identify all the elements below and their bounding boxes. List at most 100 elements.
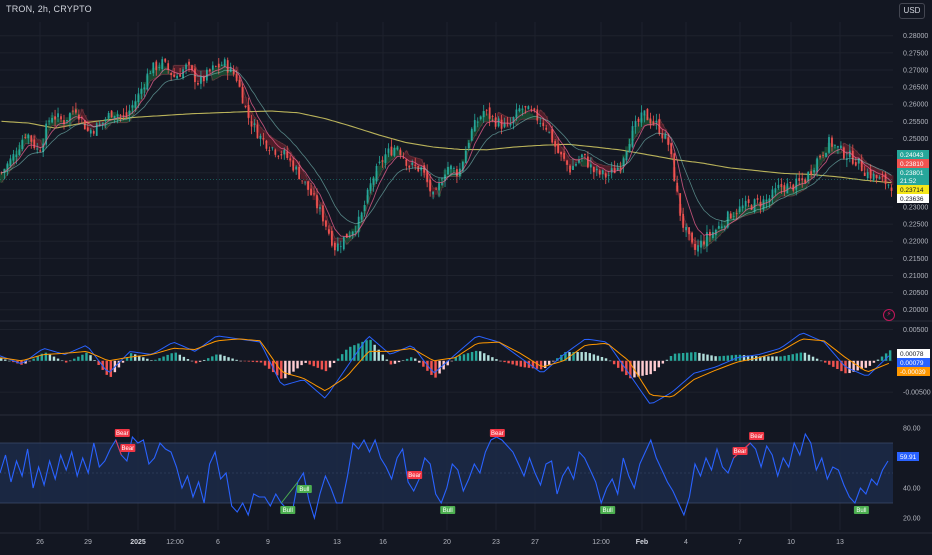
histogram-bar xyxy=(828,361,830,365)
histogram-bar xyxy=(235,360,237,361)
candle-body xyxy=(516,110,518,118)
histogram-bar xyxy=(183,357,185,361)
histogram-bar xyxy=(649,361,651,374)
histogram-bar xyxy=(645,361,647,375)
candle-body xyxy=(498,118,500,126)
y-tick-label: 20.00 xyxy=(903,516,921,523)
currency-button[interactable]: USD xyxy=(899,3,925,19)
histogram-bar xyxy=(382,355,384,361)
candle-body xyxy=(301,180,303,181)
price-label-text: 0.23801 xyxy=(900,170,924,177)
candle-body xyxy=(30,135,32,141)
candle-body xyxy=(522,109,524,110)
candle-body xyxy=(572,166,574,170)
histogram-bar xyxy=(816,359,818,361)
candle-body xyxy=(510,124,512,126)
candle-body xyxy=(620,167,622,168)
candle-body xyxy=(164,59,166,62)
histogram-bar xyxy=(410,357,412,361)
candle-body xyxy=(283,150,285,154)
signal-label-text: Bear xyxy=(408,473,421,479)
histogram-bar xyxy=(329,361,331,368)
histogram-bar xyxy=(284,361,286,378)
candle-body xyxy=(310,189,312,196)
price-label-text: 0.23810 xyxy=(900,161,924,168)
candle-body xyxy=(504,123,506,127)
histogram-bar xyxy=(812,357,814,361)
histogram-bar xyxy=(57,359,59,361)
candle-body xyxy=(647,109,649,120)
candle-body xyxy=(810,171,812,174)
candle-body xyxy=(679,193,681,216)
candle-body xyxy=(364,205,366,211)
candle-body xyxy=(569,166,571,173)
candle-body xyxy=(411,163,413,165)
histogram-bar xyxy=(300,361,302,365)
candle-body xyxy=(188,62,190,65)
histogram-bar xyxy=(881,357,883,361)
y-tick-label: 0.22000 xyxy=(903,239,928,246)
histogram-bar xyxy=(418,361,420,363)
histogram-bar xyxy=(641,361,643,376)
candle-body xyxy=(766,200,768,202)
y-tick-label: 0.22500 xyxy=(903,222,928,229)
cloud-segment xyxy=(890,175,893,185)
histogram-bar xyxy=(134,354,136,360)
candle-body xyxy=(474,120,476,131)
y-tick-label: 40.00 xyxy=(903,486,921,493)
candle-body xyxy=(123,115,125,116)
x-tick-label: 9 xyxy=(266,539,270,546)
candle-body xyxy=(480,117,482,119)
candle-body xyxy=(626,152,628,161)
candle-body xyxy=(271,148,273,149)
candle-body xyxy=(319,207,321,209)
candle-body xyxy=(688,227,690,234)
histogram-bar xyxy=(605,358,607,360)
histogram-bar xyxy=(337,359,339,361)
histogram-bar xyxy=(398,361,400,362)
candle-body xyxy=(560,152,562,154)
signal-label-text: Bear xyxy=(491,431,504,437)
candle-body xyxy=(251,121,253,126)
histogram-bar xyxy=(53,357,55,361)
histogram-bar xyxy=(430,361,432,375)
histogram-bar xyxy=(743,355,745,361)
histogram-bar xyxy=(256,361,258,362)
histogram-bar xyxy=(714,356,716,361)
y-tick-label: 0.25500 xyxy=(903,119,928,126)
histogram-bar xyxy=(260,361,262,363)
candle-body xyxy=(114,116,116,119)
histogram-bar xyxy=(613,361,615,364)
candle-body xyxy=(813,170,815,172)
y-tick-label: 0.27500 xyxy=(903,50,928,57)
candle-body xyxy=(724,226,726,227)
candle-body xyxy=(438,183,440,190)
histogram-bar xyxy=(800,353,802,361)
candle-body xyxy=(39,150,41,151)
histogram-bar xyxy=(723,356,725,361)
candle-body xyxy=(527,106,529,109)
histogram-bar xyxy=(175,353,177,361)
candle-body xyxy=(882,176,884,177)
candle-body xyxy=(783,185,785,191)
candle-body xyxy=(376,166,378,182)
macd-label-text: 0.00079 xyxy=(900,360,924,367)
candle-body xyxy=(867,172,869,178)
candle-body xyxy=(176,76,178,79)
histogram-bar xyxy=(158,358,160,361)
bull-signal-label: Bull xyxy=(854,506,869,514)
candle-body xyxy=(828,137,830,153)
candle-body xyxy=(840,146,842,149)
candle-body xyxy=(864,173,866,176)
candle-body xyxy=(539,123,541,124)
histogram-bar xyxy=(146,359,148,361)
price-label-last: 0.23801 xyxy=(897,168,929,177)
lightning-icon[interactable]: ⚡ xyxy=(883,309,895,321)
histogram-bar xyxy=(292,361,294,372)
histogram-bar xyxy=(467,353,469,361)
candle-body xyxy=(670,143,672,154)
price-label-low: 0.23636 xyxy=(897,194,929,203)
candle-body xyxy=(90,130,92,133)
